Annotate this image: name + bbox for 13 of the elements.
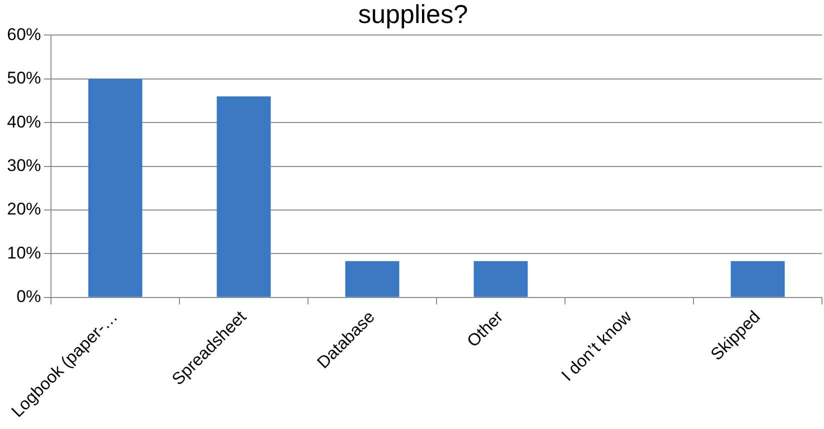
y-tick-label: 10% [6, 243, 42, 262]
y-tick-label: 30% [6, 156, 42, 175]
bar [216, 96, 271, 297]
y-tick-label: 20% [6, 200, 42, 219]
y-tick-label: 60% [6, 24, 42, 44]
bar [345, 261, 400, 297]
y-tick-label: 40% [6, 112, 42, 132]
bar [474, 261, 528, 297]
bar [88, 78, 142, 297]
bar [730, 261, 785, 297]
y-tick-label: 0% [16, 287, 42, 306]
chart-title: supplies? [358, 0, 468, 29]
y-tick-label: 50% [6, 68, 42, 88]
